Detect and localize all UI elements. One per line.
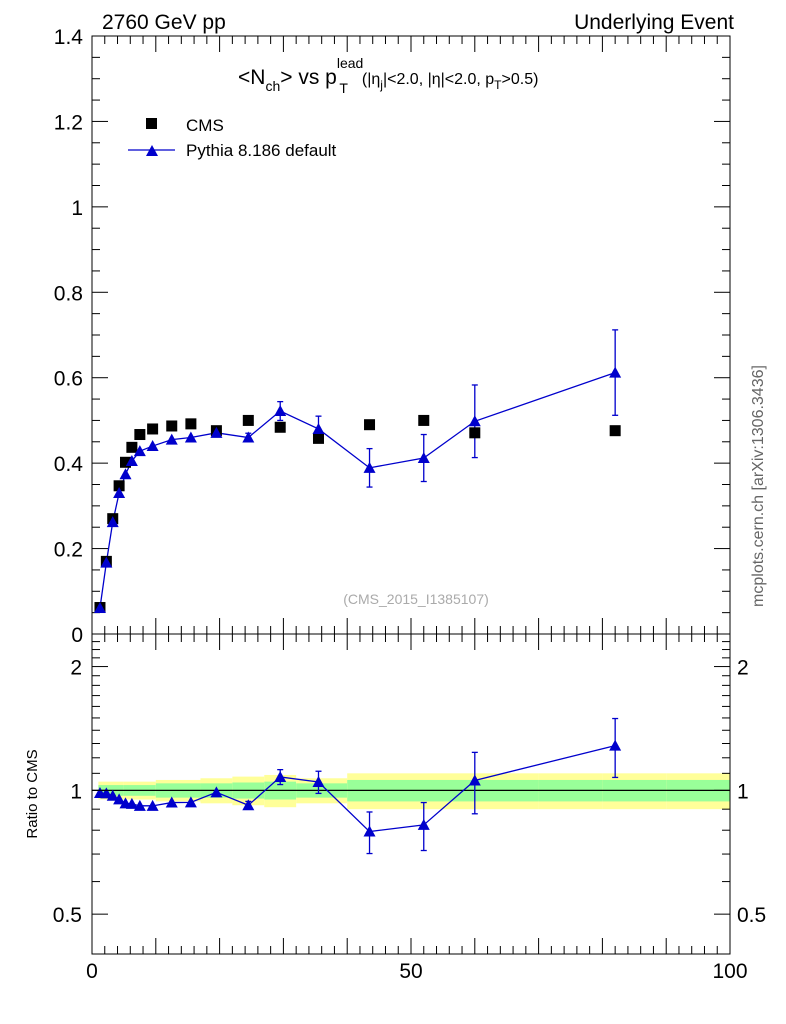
- pythia-point: [242, 431, 255, 443]
- ratio-x-tick-label: 100: [712, 960, 747, 983]
- main-y-tick-label: 0.8: [54, 282, 83, 305]
- pythia-point: [363, 461, 376, 473]
- pythia-line: [99, 371, 616, 609]
- ratio-y-tick-label-right: 2: [737, 657, 749, 680]
- cms-point: [147, 423, 159, 435]
- pythia-point: [210, 426, 223, 438]
- ratio-y-axis: 0.5 0.5 1 1 2 2: [53, 633, 766, 955]
- pythia-point: [113, 487, 126, 499]
- pythia-point: [133, 445, 146, 457]
- pythia-point: [119, 468, 132, 480]
- pythia-point: [146, 440, 159, 452]
- legend: CMS Pythia 8.186 default: [128, 116, 337, 160]
- ratio-point: [100, 787, 113, 799]
- main-y-tick-label: 0.6: [54, 368, 83, 391]
- ratio-y-tick-label-left: 0.5: [53, 904, 82, 927]
- ratio-x-axis: 0 50 100: [86, 634, 748, 983]
- main-series: [93, 329, 622, 614]
- pythia-point: [106, 516, 119, 528]
- pythia-point: [312, 422, 325, 434]
- header-left: 2760 GeV pp: [102, 11, 226, 34]
- cms-point: [166, 420, 178, 432]
- ratio-y-tick-label-right: 1: [737, 780, 749, 803]
- main-plot: 0 0.2 0.4 0.6 0.8 1 1.2 1.4 CMS Pythia 8.186 de…: [54, 26, 731, 647]
- ratio-point: [165, 796, 178, 808]
- ratio-y-label: Ratio to CMS: [24, 749, 41, 838]
- ratio-point: [125, 797, 138, 809]
- ratio-point: [312, 775, 325, 787]
- analysis-watermark: (CMS_2015_I1385107): [343, 591, 489, 607]
- pythia-point: [417, 452, 430, 464]
- ratio-point: [184, 796, 197, 808]
- main-y-tick-label: 0: [71, 624, 83, 647]
- ratio-point: [242, 799, 255, 811]
- legend-pythia-label: Pythia 8.186 default: [186, 141, 337, 160]
- cms-point: [119, 456, 131, 468]
- cms-point: [312, 432, 324, 444]
- cms-point: [609, 425, 621, 437]
- side-label: mcplots.cern.ch [arXiv:1306.3436]: [750, 365, 767, 607]
- ratio-point: [113, 793, 126, 805]
- cms-point: [418, 414, 430, 426]
- ratio-y-tick-label-left: 2: [70, 657, 82, 680]
- header-right: Underlying Event: [574, 11, 734, 34]
- pythia-point: [184, 431, 197, 443]
- ratio-plot: 0.5 0.5 1 1 2 2 0 50 100 Ratio to CMS: [24, 633, 766, 983]
- ratio-point: [274, 770, 287, 782]
- cms-point: [364, 419, 376, 431]
- ratio-y-tick-label-right: 0.5: [737, 904, 766, 927]
- legend-pythia-marker: [146, 145, 158, 156]
- ratio-x-tick-label: 0: [86, 960, 98, 983]
- ratio-series: [93, 717, 622, 855]
- ratio-x-tick-label: 50: [399, 960, 422, 983]
- pythia-point: [93, 601, 106, 613]
- cms-point: [134, 429, 146, 441]
- cms-point: [113, 480, 125, 492]
- pythia-point: [100, 556, 113, 568]
- main-y-tick-label: 1.2: [54, 111, 83, 134]
- ratio-point: [609, 739, 622, 751]
- ratio-y-tick-label-left: 1: [70, 780, 82, 803]
- ratio-point: [146, 799, 159, 811]
- ratio-point: [106, 789, 119, 801]
- main-y-tick-label: 0.2: [54, 539, 83, 562]
- chart-title: <Nch> vs plead T (|ηj|<2.0, |η|<2.0, pT>0.…: [238, 55, 538, 96]
- legend-cms-label: CMS: [186, 116, 224, 135]
- pythia-point: [165, 433, 178, 445]
- main-y-axis: 0 0.2 0.4 0.6 0.8 1 1.2 1.4: [54, 26, 731, 647]
- legend-cms-marker: [146, 118, 157, 129]
- cms-point: [126, 441, 138, 453]
- ratio-point: [363, 825, 376, 837]
- pythia-point: [468, 415, 481, 427]
- main-y-tick-label: 1.4: [54, 26, 84, 49]
- cms-point: [185, 418, 197, 430]
- cms-point: [274, 421, 286, 433]
- ratio-point: [133, 799, 146, 811]
- main-y-tick-label: 0.4: [54, 453, 84, 476]
- cms-point: [242, 414, 254, 426]
- main-y-tick-label: 1: [71, 197, 83, 220]
- pythia-point: [609, 366, 622, 378]
- pythia-point: [274, 405, 287, 417]
- ratio-point: [417, 818, 430, 830]
- pythia-point: [125, 455, 138, 467]
- ratio-point: [468, 774, 481, 786]
- cms-point: [469, 427, 481, 439]
- ratio-point: [210, 786, 223, 798]
